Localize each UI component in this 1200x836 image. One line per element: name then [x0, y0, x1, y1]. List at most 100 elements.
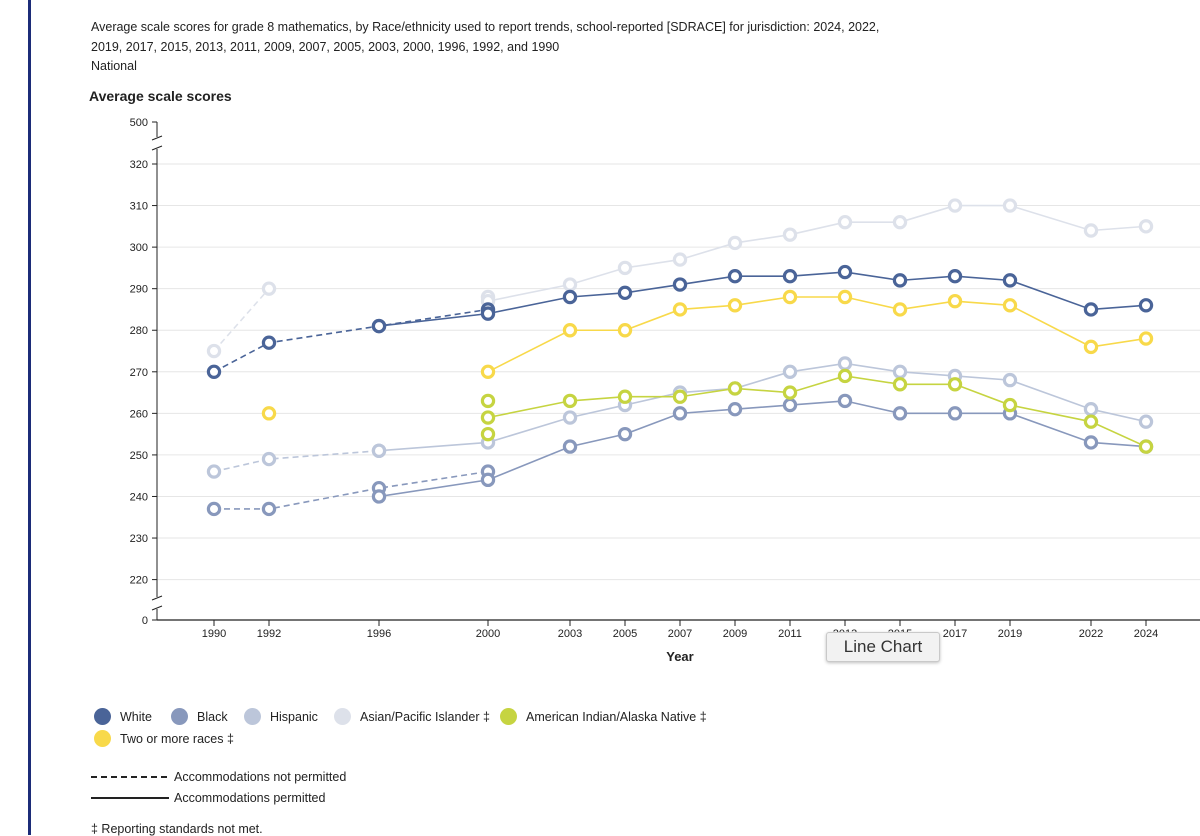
y-tick-label-0: 0 — [142, 615, 148, 627]
series-hispanic-point-1992 — [261, 451, 277, 467]
series-two-or-more-races-point-2009 — [727, 298, 743, 313]
series-two-or-more-races-point-2000 — [480, 364, 496, 379]
series-black-point-2013 — [837, 393, 853, 409]
series-two-or-more-races-point-2007 — [672, 302, 688, 317]
series-black-point-1992 — [261, 501, 277, 517]
series-asian-pacific-islander-point-2009 — [727, 235, 743, 251]
series-american-indian-alaska-native-point-2000 — [480, 393, 496, 409]
x-tick-label-2009: 2009 — [723, 628, 747, 640]
series-hispanic-point-2019 — [1002, 372, 1018, 388]
y-tick-label-220: 220 — [130, 575, 148, 587]
x-tick-label-2022: 2022 — [1079, 628, 1103, 640]
legend-label-white: White — [120, 709, 152, 724]
legend-dot-american-indian-alaska-native — [500, 708, 517, 725]
axis-break-mark — [151, 145, 163, 151]
series-white-point-2009 — [727, 269, 743, 284]
y-tick-label-240: 240 — [130, 491, 148, 503]
axis-break-mark — [151, 595, 163, 601]
legend-dot-asian-pacific-islander — [334, 708, 351, 725]
series-american-indian-alaska-native-point-2009 — [727, 381, 743, 396]
series-american-indian-alaska-native-point-2000 — [480, 410, 496, 425]
series-white-point-2015 — [892, 273, 908, 288]
x-tick-label-2005: 2005 — [613, 628, 637, 640]
series-american-indian-alaska-native-point-2022 — [1083, 414, 1099, 429]
legend-label-hispanic: Hispanic — [270, 709, 318, 724]
x-tick-label-1990: 1990 — [202, 628, 226, 640]
dashed-line-sample — [91, 776, 167, 778]
legend-item-hispanic[interactable]: Hispanic — [244, 708, 318, 725]
series-two-or-more-races-point-2019 — [1002, 298, 1018, 313]
solid-line-sample — [91, 797, 169, 799]
series-black-point-2003 — [562, 439, 578, 454]
series-american-indian-alaska-native-point-2015 — [892, 377, 908, 392]
series-asian-pacific-islander-point-2003 — [562, 277, 578, 292]
legend-dot-hispanic — [244, 708, 261, 725]
y-tick-label-260: 260 — [130, 408, 148, 420]
series-asian-pacific-islander-point-1992 — [261, 281, 277, 296]
series-asian-pacific-islander-solid-line — [487, 204, 1147, 303]
series-asian-pacific-islander-dashed-line — [213, 288, 270, 352]
y-tick-label-270: 270 — [130, 367, 148, 379]
legend-dot-black — [171, 708, 188, 725]
series-white-point-2007 — [672, 277, 688, 292]
x-tick-label-2003: 2003 — [558, 628, 582, 640]
legend-label-american-indian-alaska-native: American Indian/Alaska Native ‡ — [526, 709, 707, 724]
legend-item-white[interactable]: White — [94, 708, 152, 725]
series-hispanic-point-2024 — [1138, 414, 1154, 429]
series-black-point-2022 — [1083, 435, 1099, 450]
y-tick-label-300: 300 — [130, 242, 148, 254]
legend-item-black[interactable]: Black — [171, 708, 228, 725]
legend-dot-two-or-more-races — [94, 730, 111, 747]
series-asian-pacific-islander-point-2019 — [1002, 198, 1018, 213]
series-asian-pacific-islander-point-2011 — [782, 227, 798, 242]
series-two-or-more-races-solid-line — [487, 296, 1147, 373]
series-white-point-1996 — [371, 318, 387, 334]
chart-title-line-3: National — [91, 59, 137, 73]
series-two-or-more-races-point-1992 — [261, 406, 277, 421]
series-american-indian-alaska-native-point-2011 — [782, 385, 798, 400]
series-asian-pacific-islander-point-2007 — [672, 252, 688, 267]
line-key-dashed: Accommodations not permitted — [91, 770, 346, 784]
series-two-or-more-races-point-2011 — [782, 289, 798, 305]
series-american-indian-alaska-native-point-2019 — [1002, 397, 1018, 413]
line-key-dashed-label: Accommodations not permitted — [174, 770, 347, 784]
series-two-or-more-races-point-2003 — [562, 323, 578, 338]
legend-item-two-or-more-races[interactable]: Two or more races ‡ — [94, 730, 234, 747]
series-black-point-1996 — [371, 489, 387, 504]
y-tick-label-310: 310 — [130, 201, 148, 213]
series-black-point-2000 — [480, 472, 496, 488]
series-hispanic-point-2022 — [1083, 402, 1099, 417]
series-white-point-1992 — [261, 335, 277, 350]
series-black-point-2017 — [947, 406, 963, 421]
series-white-dashed-line — [213, 308, 489, 373]
x-tick-label-2011: 2011 — [778, 628, 802, 640]
series-asian-pacific-islander-point-1990 — [206, 343, 222, 359]
series-american-indian-alaska-native-point-2017 — [947, 377, 963, 392]
series-black-point-2007 — [672, 406, 688, 421]
legend-label-asian-pacific-islander: Asian/Pacific Islander ‡ — [360, 709, 490, 724]
series-asian-pacific-islander-point-2005 — [617, 260, 633, 276]
series-hispanic-point-1996 — [371, 443, 387, 458]
series-hispanic-dashed-line — [213, 449, 380, 473]
series-white-point-2022 — [1083, 302, 1099, 317]
legend-item-american-indian-alaska-native[interactable]: American Indian/Alaska Native ‡ — [500, 708, 707, 725]
series-white-point-2019 — [1002, 273, 1018, 288]
series-american-indian-alaska-native-point-2024 — [1138, 439, 1154, 454]
series-black-point-2011 — [782, 397, 798, 413]
y-axis-title: Average scale scores — [89, 88, 232, 104]
chart-title-line-1: Average scale scores for grade 8 mathema… — [91, 20, 880, 34]
series-asian-pacific-islander-point-2013 — [837, 214, 853, 230]
series-two-or-more-races-point-2015 — [892, 302, 908, 317]
line-key-solid-label: Accommodations permitted — [174, 791, 326, 805]
y-tick-label-250: 250 — [130, 450, 148, 462]
series-asian-pacific-islander-point-2017 — [947, 198, 963, 213]
series-asian-pacific-islander-point-2015 — [892, 214, 908, 230]
legend-item-asian-pacific-islander[interactable]: Asian/Pacific Islander ‡ — [334, 708, 490, 725]
x-tick-label-2007: 2007 — [668, 628, 692, 640]
series-white-point-2017 — [947, 269, 963, 284]
tooltip: Line Chart — [826, 632, 940, 662]
series-two-or-more-races-point-2005 — [617, 323, 633, 338]
x-tick-label-2024: 2024 — [1134, 628, 1158, 640]
series-american-indian-alaska-native-point-2007 — [672, 389, 688, 404]
